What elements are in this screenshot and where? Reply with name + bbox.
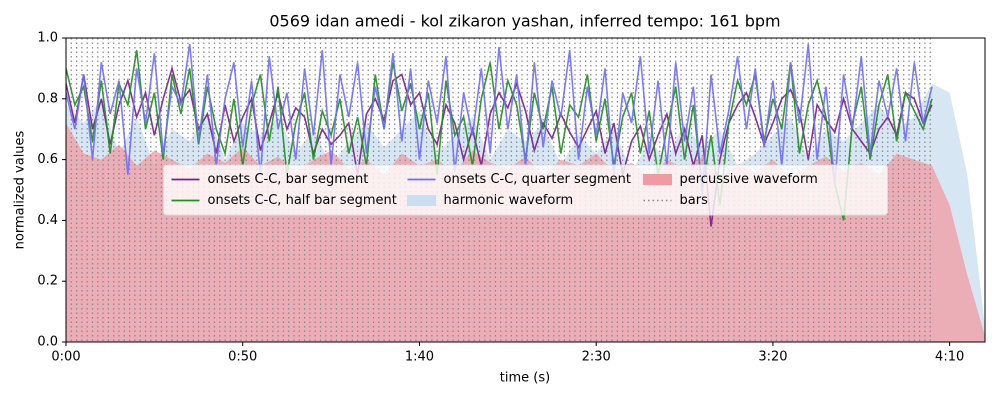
y-tick-label: 0.8 <box>37 91 58 106</box>
chart-title: 0569 idan amedi - kol zikaron yashan, in… <box>269 12 780 31</box>
y-axis-label: normalized values <box>13 130 28 249</box>
y-tick-label: 0.6 <box>37 152 58 167</box>
x-tick-label: 4:10 <box>935 350 964 365</box>
legend-label: onsets C-C, quarter segment <box>444 172 631 187</box>
legend-label: bars <box>680 193 709 208</box>
y-tick-label: 0.0 <box>37 335 58 350</box>
legend-label: percussive waveform <box>680 172 818 187</box>
x-tick-label: 1:40 <box>405 350 434 365</box>
legend-swatch <box>643 174 672 185</box>
x-tick-label: 0:00 <box>51 350 80 365</box>
legend-swatch <box>407 195 436 206</box>
legend-label: onsets C-C, bar segment <box>208 172 369 187</box>
x-tick-label: 3:20 <box>758 350 787 365</box>
y-tick-label: 0.4 <box>37 213 58 228</box>
y-tick-label: 0.2 <box>37 274 58 289</box>
legend-label: onsets C-C, half bar segment <box>208 193 397 208</box>
legend-box <box>163 164 888 216</box>
axes-frame <box>65 37 986 343</box>
x-tick-label: 2:30 <box>582 350 611 365</box>
line <box>66 43 933 197</box>
legend-label: harmonic waveform <box>444 193 574 208</box>
y-tick-label: 1.0 <box>37 31 58 46</box>
x-axis-label: time (s) <box>500 371 550 386</box>
x-tick-label: 0:50 <box>228 350 257 365</box>
